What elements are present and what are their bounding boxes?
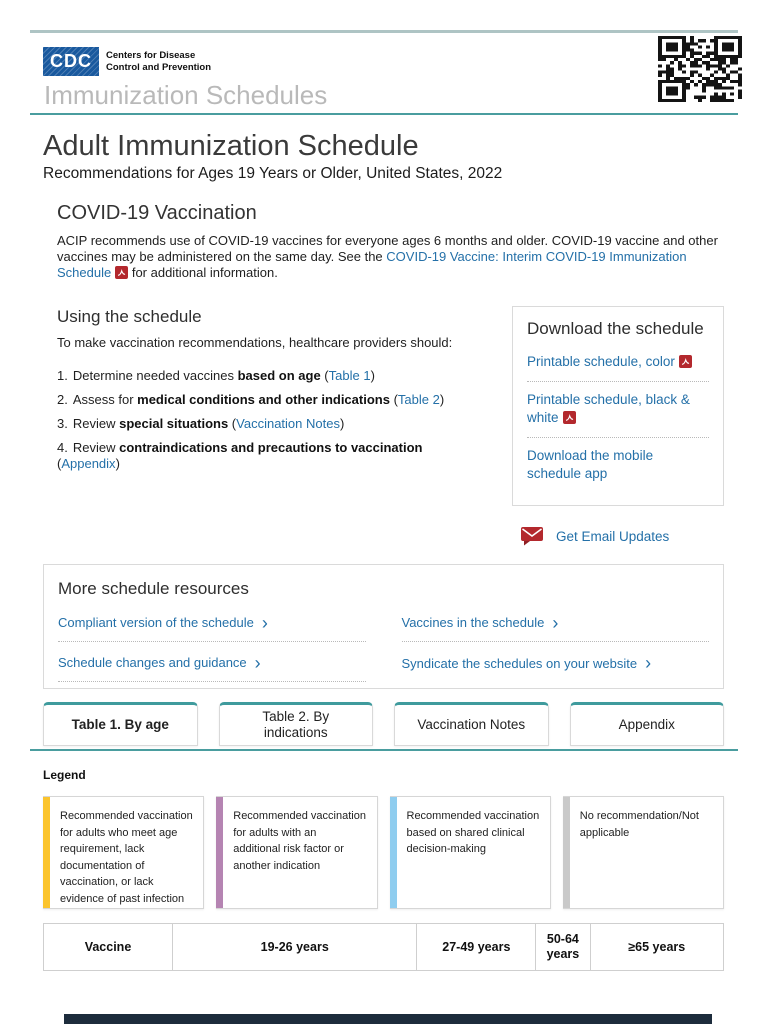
printable-bw-link[interactable]: Printable schedule, black & white — [527, 392, 690, 426]
step-item: 2. Assess for medical conditions and othe… — [57, 392, 445, 408]
compliant-version-link[interactable]: Compliant version of the schedule — [58, 615, 254, 631]
legend-row: Recommended vaccination for adults who m… — [43, 796, 724, 910]
vaccination-notes-link[interactable]: Vaccination Notes — [236, 416, 340, 432]
chevron-right-icon: › — [261, 612, 268, 633]
legend-color-gray — [562, 797, 570, 909]
legend-color-yellow — [43, 797, 50, 909]
column-header-27-49: 27-49 years — [417, 924, 537, 971]
bottom-edge-bar — [64, 1014, 712, 1024]
download-link-row: Printable schedule, color — [527, 344, 709, 383]
pdf-icon — [562, 411, 576, 425]
legend-card-no-recommendation: No recommendation/Not applicable — [562, 796, 724, 910]
column-header-50-64: 50-64 years — [536, 924, 591, 971]
tab-table2-by-indications[interactable]: Table 2. By indications — [218, 702, 373, 747]
top-divider — [30, 30, 738, 33]
legend-color-purple — [216, 797, 224, 909]
printable-color-link[interactable]: Printable schedule, color — [527, 354, 675, 370]
legend-card-shared-decision: Recommended vaccination based on shared … — [389, 796, 551, 910]
tab-table1-by-age[interactable]: Table 1. By age — [43, 702, 198, 747]
covid-schedule-link[interactable]: COVID-19 Vaccine: Interim COVID-19 Immun… — [57, 248, 687, 280]
more-resources-box: More schedule resources Compliant versio… — [43, 564, 724, 690]
table1-link[interactable]: Table 1 — [328, 368, 371, 384]
tabs-divider — [30, 749, 738, 752]
resource-link-row: Syndicate the schedules on your website › — [402, 642, 710, 682]
legend-card-age-requirement: Recommended vaccination for adults who m… — [43, 796, 205, 910]
syndicate-schedules-link[interactable]: Syndicate the schedules on your website — [401, 655, 638, 671]
resource-link-row: Schedule changes and guidance › — [58, 642, 366, 683]
cdc-brand[interactable]: CDC Centers for Disease Control and Prev… — [43, 47, 768, 76]
using-intro: To make vaccination recommendations, hea… — [57, 335, 453, 351]
site-header: CDC Centers for Disease Control and Prev… — [0, 36, 768, 110]
email-updates-row: Get Email Updates — [520, 526, 724, 546]
site-title: Immunization Schedules — [44, 80, 328, 110]
download-link-row: Printable schedule, black & white — [527, 382, 709, 439]
covid-heading: COVID-19 Vaccination — [57, 202, 257, 224]
chevron-right-icon: › — [645, 653, 652, 674]
covid-paragraph: ACIP recommends use of COVID-19 vaccines… — [57, 233, 718, 280]
covid-section: COVID-19 Vaccination ACIP recommends use… — [0, 201, 768, 280]
download-heading: Download the schedule — [527, 319, 704, 339]
download-column: Download the schedule Printable schedule… — [512, 306, 724, 546]
pdf-icon — [678, 355, 692, 369]
resource-link-row: Compliant version of the schedule › — [58, 602, 366, 643]
using-heading: Using the schedule — [57, 307, 202, 327]
tab-appendix[interactable]: Appendix — [569, 702, 724, 747]
step-item: 3. Review special situations (Vaccination… — [57, 416, 345, 432]
legend-color-blue — [389, 797, 397, 909]
download-schedule-box: Download the schedule Printable schedule… — [512, 306, 724, 507]
tab-vaccination-notes[interactable]: Vaccination Notes — [394, 702, 549, 747]
resources-grid: Compliant version of the schedule › Vacci… — [58, 602, 710, 683]
appendix-link[interactable]: Appendix — [61, 456, 116, 472]
mobile-app-link[interactable]: Download the mobile schedule app — [527, 448, 654, 482]
cdc-logo: CDC — [43, 47, 99, 76]
chevron-right-icon: › — [254, 652, 261, 673]
qr-code — [658, 36, 742, 102]
resource-link-row: Vaccines in the schedule › — [401, 602, 709, 643]
column-header-19-26: 19-26 years — [173, 924, 418, 971]
email-icon — [521, 527, 543, 546]
schedule-tabs: Table 1. By age Table 2. By indications … — [43, 702, 724, 747]
using-schedule-section: Using the schedule To make vaccination r… — [57, 306, 512, 480]
resources-heading: More schedule resources — [58, 579, 249, 599]
page-subtitle: Recommendations for Ages 19 Years or Old… — [43, 165, 503, 182]
get-email-updates-link[interactable]: Get Email Updates — [556, 528, 670, 544]
column-header-65plus: ≥65 years — [628, 939, 686, 954]
pdf-icon — [115, 265, 129, 279]
page-title: Adult Immunization Schedule — [43, 130, 419, 162]
column-header-vaccine: Vaccine — [44, 924, 173, 971]
step-item: 1. Determine needed vaccines based on age… — [57, 368, 375, 384]
legend-card-risk-factor: Recommended vaccination for adults with … — [216, 796, 378, 910]
vaccines-in-schedule-link[interactable]: Vaccines in the schedule — [401, 615, 545, 631]
cdc-logo-text: CDC — [50, 51, 92, 71]
legend-heading: Legend — [43, 768, 86, 783]
step-item: 4. Review contraindications and precautio… — [57, 440, 423, 472]
age-table-header: Vaccine 19-26 years 27-49 years 50-64 ye… — [43, 923, 724, 972]
schedule-changes-link[interactable]: Schedule changes and guidance — [58, 655, 247, 671]
header-divider — [30, 113, 738, 115]
using-steps: 1. Determine needed vaccines based on age… — [57, 368, 482, 472]
main-columns: Using the schedule To make vaccination r… — [57, 306, 724, 546]
table2-link[interactable]: Table 2 — [397, 392, 440, 408]
chevron-right-icon: › — [552, 612, 559, 633]
org-name: Centers for Disease Control and Preventi… — [106, 50, 212, 73]
download-link-row: Download the mobile schedule app — [527, 438, 709, 493]
